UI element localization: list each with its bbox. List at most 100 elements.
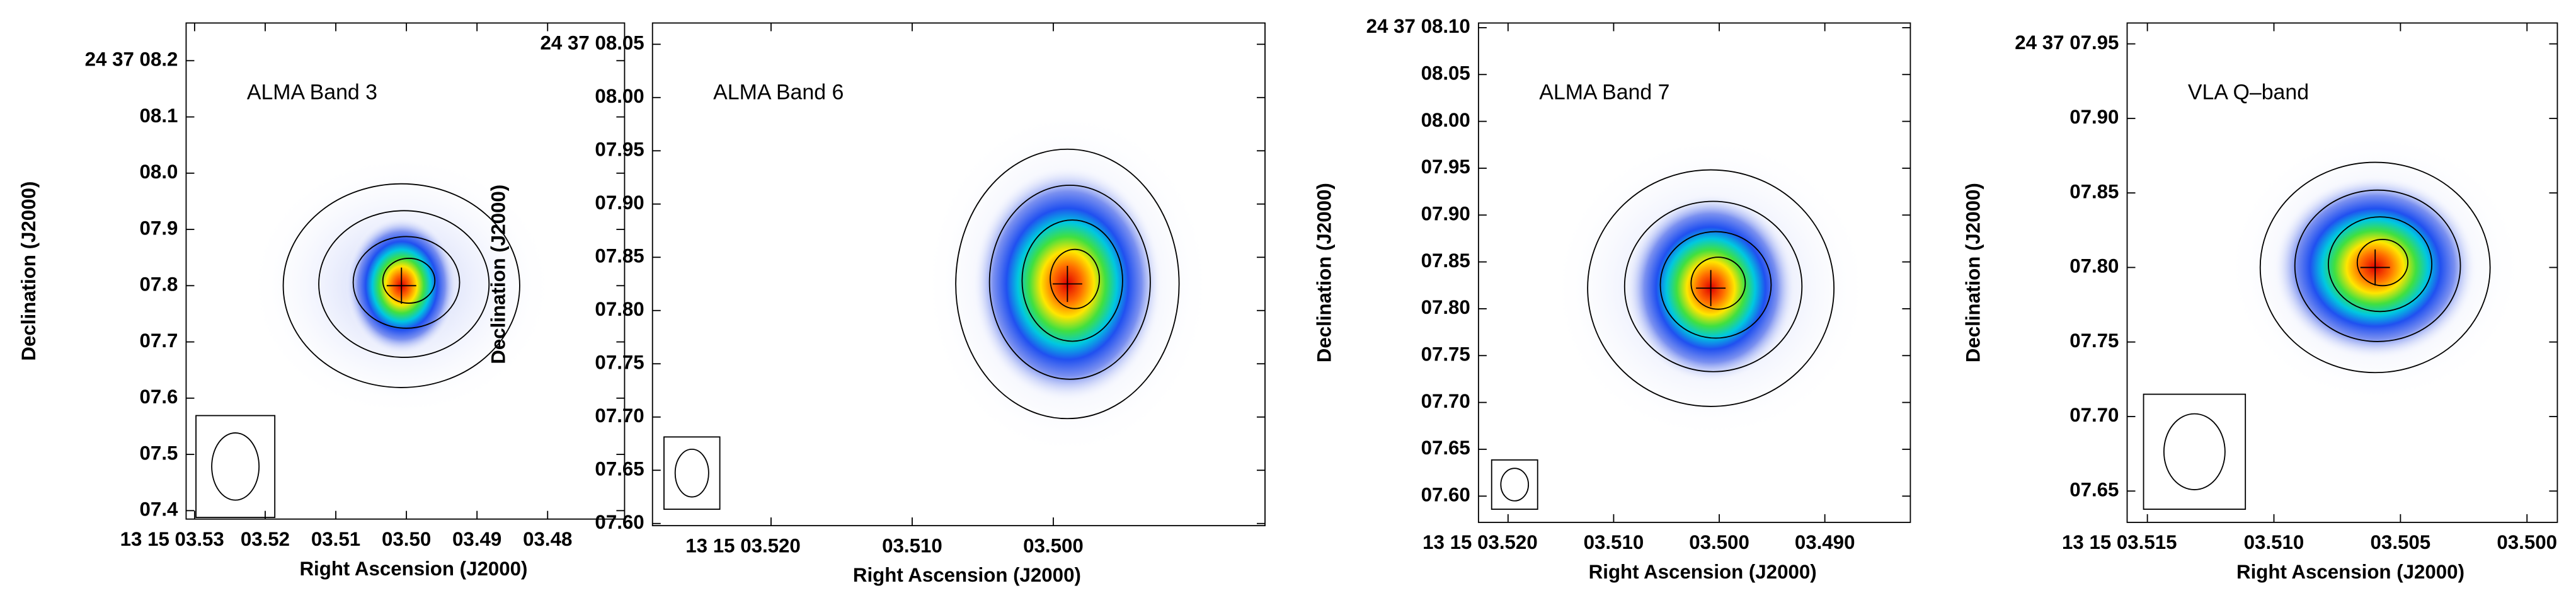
x-tick-label: 03.510 <box>2244 531 2304 553</box>
y-tick-label: 07.9 <box>140 217 178 239</box>
x-tick-label: 03.52 <box>241 528 290 550</box>
contour <box>352 236 461 329</box>
y-tick-label: 07.4 <box>140 498 178 521</box>
y-tick-label: 24 37 08.05 <box>541 32 644 54</box>
y-tick-label: 07.6 <box>140 386 178 408</box>
y-tick-label: 24 37 08.2 <box>85 49 178 71</box>
panel: 24 37 07.95 07.90 07.85 07.80 07.75 07.70 07.6… <box>1962 22 2558 583</box>
plot-frame <box>2126 22 2558 523</box>
y-tick-label: 07.65 <box>2069 479 2119 501</box>
contour <box>382 258 436 304</box>
y-tick-label: 07.75 <box>595 352 644 374</box>
beam <box>2163 413 2226 490</box>
x-axis-label: Right Ascension (J2000) <box>1589 561 1817 583</box>
contour <box>2356 238 2408 287</box>
x-tick-label: 03.490 <box>1795 531 1855 553</box>
y-tick-label: 07.90 <box>1421 203 1470 225</box>
x-tick-label: 03.505 <box>2371 531 2431 553</box>
y-tick-label: 07.7 <box>140 330 178 352</box>
y-tick-label: 08.00 <box>1421 109 1470 131</box>
y-tick-label: 07.60 <box>1421 484 1470 506</box>
beam-box <box>195 415 276 519</box>
beam <box>674 448 709 498</box>
x-tick-label: 13 15 03.520 <box>1423 531 1538 553</box>
y-tick-label: 07.65 <box>1421 437 1470 459</box>
y-axis-label: Declination (J2000) <box>1962 183 1984 362</box>
y-axis-label: Declination (J2000) <box>18 181 40 361</box>
y-tick-label: 07.80 <box>1421 296 1470 318</box>
y-tick-label: 07.60 <box>595 511 644 533</box>
x-tick-label: 03.510 <box>1584 531 1644 553</box>
contour <box>1587 169 1835 407</box>
contour <box>318 210 490 358</box>
y-tick-label: 07.95 <box>1421 156 1470 178</box>
contour <box>1659 231 1772 339</box>
x-axis-label: Right Ascension (J2000) <box>853 564 1081 586</box>
x-tick-label: 03.49 <box>452 528 501 550</box>
y-tick-label: 07.90 <box>2069 106 2119 128</box>
panel-title: ALMA Band 7 <box>1539 81 1669 105</box>
x-tick-label: 03.500 <box>1689 531 1749 553</box>
x-tick-label: 03.510 <box>882 534 942 556</box>
y-tick-label: 07.70 <box>2069 404 2119 426</box>
y-tick-label: 07.80 <box>2069 255 2119 277</box>
y-tick-label: 07.70 <box>595 405 644 427</box>
x-tick-label: 03.51 <box>311 528 360 550</box>
y-axis-label: Declination (J2000) <box>1314 183 1336 362</box>
image-area <box>1550 134 1871 442</box>
contour <box>2327 216 2433 313</box>
y-tick-label: 07.8 <box>140 273 178 296</box>
y-tick-label: 07.95 <box>595 139 644 161</box>
y-tick-label: 07.85 <box>2069 180 2119 202</box>
image-area <box>2225 130 2525 405</box>
contour <box>282 183 520 388</box>
image-area <box>248 153 556 418</box>
y-tick-label: 07.5 <box>140 442 178 464</box>
image-area <box>922 108 1213 459</box>
contour <box>1050 248 1101 309</box>
contour <box>2294 189 2461 342</box>
y-tick-label: 24 37 07.95 <box>2015 32 2119 54</box>
panel-title: ALMA Band 6 <box>713 81 844 105</box>
x-tick-label: 03.48 <box>523 528 572 550</box>
y-tick-label: 07.75 <box>2069 330 2119 352</box>
x-tick-label: 03.500 <box>1023 534 1084 556</box>
panel: 24 37 08.05 08.00 07.95 07.90 07.85 07.80 07.7… <box>488 22 1266 586</box>
x-tick-label: 13 15 03.53 <box>120 528 224 550</box>
x-axis-label: Right Ascension (J2000) <box>2236 561 2464 583</box>
y-tick-label: 08.00 <box>595 85 644 107</box>
y-tick-label: 07.65 <box>595 458 644 480</box>
y-tick-label: 08.1 <box>140 105 178 127</box>
panel-title: VLA Q–band <box>2188 81 2309 105</box>
beam <box>211 432 260 501</box>
y-tick-label: 07.85 <box>1421 250 1470 272</box>
contour <box>1623 200 1803 372</box>
y-tick-label: 07.80 <box>595 298 644 320</box>
beam-box <box>663 436 721 510</box>
x-tick-label: 13 15 03.515 <box>2062 531 2177 553</box>
x-tick-label: 03.50 <box>382 528 431 550</box>
contour <box>988 185 1151 380</box>
panel-title: ALMA Band 3 <box>247 81 377 105</box>
y-tick-label: 08.05 <box>1421 62 1470 84</box>
contour <box>2259 161 2491 374</box>
y-tick-label: 07.70 <box>1421 390 1470 412</box>
y-tick-label: 07.85 <box>595 245 644 267</box>
contour <box>1690 256 1746 310</box>
beam <box>1500 468 1530 502</box>
contour <box>1021 219 1123 342</box>
y-tick-label: 08.0 <box>140 161 178 183</box>
y-tick-label: 07.75 <box>1421 343 1470 366</box>
x-axis-label: Right Ascension (J2000) <box>299 558 527 580</box>
beam-box <box>1491 459 1538 510</box>
panel: 24 37 08.2 08.1 08.0 07.9 07.8 07.7 07.6 07.5 07… <box>18 22 626 580</box>
beam-box <box>2143 393 2247 510</box>
panel: 24 37 08.10 08.05 08.00 07.95 07.90 07.85 07.8… <box>1314 15 1911 583</box>
x-tick-label: 13 15 03.520 <box>685 534 801 556</box>
x-tick-label: 03.500 <box>2497 531 2557 553</box>
plot-frame <box>1477 22 1911 523</box>
y-tick-label: 24 37 08.10 <box>1366 15 1470 37</box>
y-axis-label: Declination (J2000) <box>488 185 510 364</box>
plot-frame <box>185 22 626 520</box>
